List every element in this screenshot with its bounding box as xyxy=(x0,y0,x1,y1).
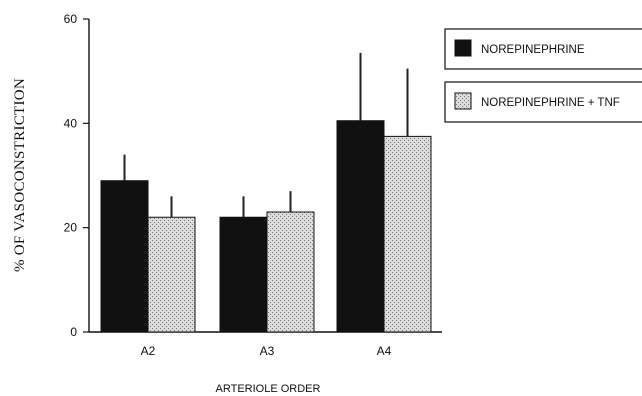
x-tick-label: A4 xyxy=(377,344,392,358)
y-tick-label: 60 xyxy=(64,12,78,26)
legend-label: NOREPINEPHRINE xyxy=(481,44,585,56)
x-axis-title: ARTERIOLE ORDER xyxy=(216,383,321,395)
bar-norepinephrine-tnf-a2 xyxy=(147,216,196,333)
bar-norepinephrine-a3 xyxy=(219,216,268,333)
y-tick-label: 20 xyxy=(64,221,78,235)
bar-norepinephrine-a2 xyxy=(100,180,149,333)
legend-box xyxy=(444,81,642,123)
y-tick-label: 40 xyxy=(64,116,78,130)
bar-norepinephrine-tnf-a3 xyxy=(266,211,315,333)
plot-area: 0 20 40 60 A2 A3 A4 xyxy=(64,12,442,358)
bar-norepinephrine-tnf-a4 xyxy=(383,135,432,333)
bar-norepinephrine-a4 xyxy=(336,120,385,333)
y-axis-title: % OF VASOCONSTRICTION xyxy=(12,78,28,272)
x-tick-label: A2 xyxy=(141,344,156,358)
legend-label: NOREPINEPHRINE + TNF xyxy=(481,97,620,109)
legend: NOREPINEPHRINE NOREPINEPHRINE + TNF xyxy=(444,28,642,123)
legend-swatch xyxy=(454,39,472,57)
legend-box xyxy=(444,28,642,70)
x-tick-label: A3 xyxy=(260,344,275,358)
y-tick-label: 0 xyxy=(70,325,77,339)
legend-swatch xyxy=(454,92,472,110)
